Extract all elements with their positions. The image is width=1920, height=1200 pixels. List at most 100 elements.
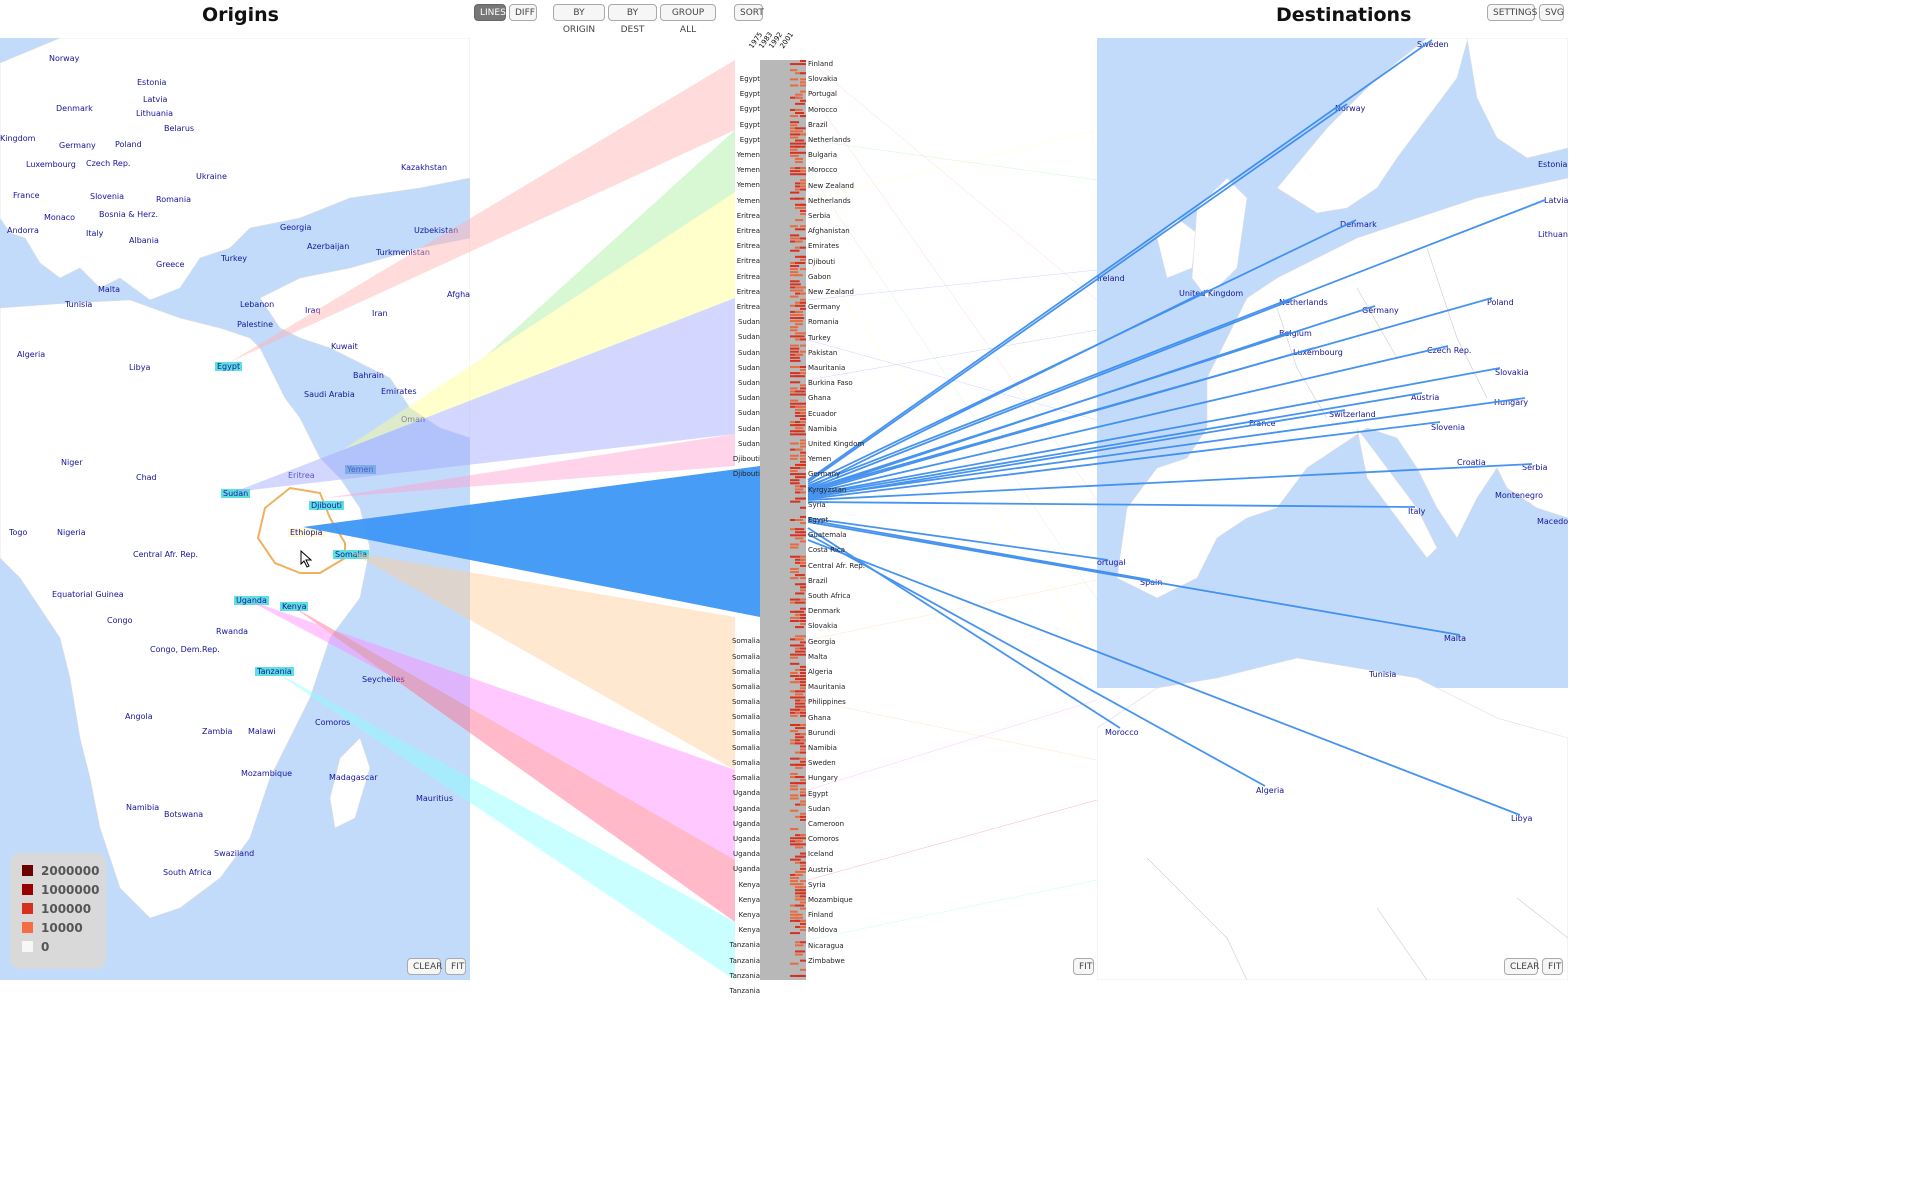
origin-row[interactable]: Eritrea xyxy=(736,303,760,311)
group-all-button[interactable]: GROUP ALL xyxy=(660,4,716,35)
dest-row[interactable]: South Africa xyxy=(808,592,851,600)
origin-row[interactable]: Sudan xyxy=(737,348,760,357)
origin-row[interactable]: Somalia xyxy=(731,728,760,737)
dest-row[interactable]: Germany xyxy=(808,470,841,479)
dest-row[interactable]: Germany xyxy=(808,303,841,312)
dest-row[interactable]: Afghanistan xyxy=(808,227,850,236)
dest-row[interactable]: Burundi xyxy=(808,728,836,737)
dest-row[interactable]: Algeria xyxy=(808,668,833,676)
origin-row[interactable]: Kenya xyxy=(738,880,760,889)
dest-row[interactable]: Syria xyxy=(808,500,826,509)
origin-row[interactable]: Somalia xyxy=(731,743,760,752)
settings-button[interactable]: SETTINGS xyxy=(1487,4,1537,21)
dest-row[interactable]: Slovakia xyxy=(808,622,838,631)
dest-row[interactable]: Turkey xyxy=(808,333,831,342)
dest-row[interactable]: Brazil xyxy=(808,120,828,129)
dest-row[interactable]: Portugal xyxy=(808,90,837,99)
origin-row[interactable]: Uganda xyxy=(732,804,760,813)
right-fit-left-button[interactable]: FIT xyxy=(1073,958,1094,975)
origin-row[interactable]: Djibouti xyxy=(732,455,760,463)
origin-row[interactable]: Somalia xyxy=(731,667,760,676)
right-clear-button[interactable]: CLEAR xyxy=(1504,958,1539,975)
by-origin-button[interactable]: BY ORIGIN xyxy=(553,4,605,35)
dest-row[interactable]: Mozambique xyxy=(808,896,853,904)
origin-row[interactable]: Somalia xyxy=(731,713,760,722)
dest-row[interactable]: Georgia xyxy=(808,637,836,646)
origin-uganda[interactable]: Uganda xyxy=(234,596,269,605)
origin-row[interactable]: Somalia xyxy=(731,683,760,691)
dest-row[interactable]: Gabon xyxy=(808,272,831,281)
origin-row[interactable]: Uganda xyxy=(732,865,760,874)
flow-matrix[interactable]: 1975 1983 1992 2001 Egypt Egypt Egypt Egypt… xyxy=(700,31,865,995)
dest-row[interactable]: Sweden xyxy=(808,759,836,768)
dest-row[interactable]: Namibia xyxy=(808,424,837,433)
dest-row[interactable]: Netherlands xyxy=(808,136,851,144)
origin-somalia[interactable]: Somalia xyxy=(333,550,370,559)
dest-row[interactable]: Philippines xyxy=(808,698,846,707)
dest-row[interactable]: Hungary xyxy=(808,774,838,783)
dest-row[interactable]: Iceland xyxy=(808,850,834,859)
dest-row[interactable]: Guatemala xyxy=(808,531,847,540)
dest-row[interactable]: New Zealand xyxy=(808,181,854,190)
origin-row[interactable]: Sudan xyxy=(737,409,760,418)
origin-egypt[interactable]: Egypt xyxy=(215,362,243,371)
origin-tanzania[interactable]: Tanzania xyxy=(255,667,294,676)
dest-row[interactable]: Nicaragua xyxy=(808,941,844,950)
left-fit-button[interactable]: FIT xyxy=(445,958,466,975)
origin-yemen[interactable]: Yemen xyxy=(345,465,376,474)
origin-row[interactable]: Yemen xyxy=(736,151,760,159)
dest-row[interactable]: Djibouti xyxy=(808,257,836,266)
dest-row[interactable]: Namibia xyxy=(808,744,837,752)
dest-row[interactable]: Denmark xyxy=(808,607,841,616)
origin-row[interactable]: Yemen xyxy=(736,181,760,190)
origin-row[interactable]: Djibouti xyxy=(732,470,760,479)
dest-row[interactable]: Kyrgyzstan xyxy=(808,485,847,494)
lines-button[interactable]: LINES xyxy=(474,4,506,21)
dest-row[interactable]: Mauritania xyxy=(808,683,846,692)
dest-row[interactable]: Costa Rica xyxy=(808,546,846,555)
origin-row[interactable]: Egypt xyxy=(739,90,760,99)
origin-eritrea[interactable]: Eritrea xyxy=(288,471,315,480)
dest-row[interactable]: Finland xyxy=(808,911,834,920)
origins-map[interactable]: Norway Estonia Latvia Denmark Lithuania Belar… xyxy=(0,38,470,980)
dest-row[interactable]: Zimbabwe xyxy=(808,956,845,965)
origin-row[interactable]: Sudan xyxy=(737,379,760,387)
origin-row[interactable]: Egypt xyxy=(739,120,760,129)
dest-row[interactable]: Morocco xyxy=(808,105,838,114)
dest-row[interactable]: Morocco xyxy=(808,166,838,175)
dest-row[interactable]: Malta xyxy=(808,652,828,661)
dest-row[interactable]: Austria xyxy=(808,865,833,874)
dest-row[interactable]: Bulgaria xyxy=(808,151,838,160)
origin-row[interactable]: Somalia xyxy=(731,759,760,767)
dest-row[interactable]: Yemen xyxy=(808,455,832,464)
origin-row[interactable]: Eritrea xyxy=(736,272,760,281)
dest-row[interactable]: Netherlands xyxy=(808,196,851,205)
dest-row[interactable]: Ghana xyxy=(808,394,831,403)
origin-row[interactable]: Yemen xyxy=(736,166,760,175)
origin-row[interactable]: Eritrea xyxy=(736,287,760,296)
origin-kenya[interactable]: Kenya xyxy=(280,602,309,611)
by-dest-button[interactable]: BY DEST xyxy=(608,4,657,35)
origin-row[interactable]: Somalia xyxy=(731,652,760,661)
dest-row[interactable]: Slovakia xyxy=(808,75,838,84)
left-clear-button[interactable]: CLEAR xyxy=(407,958,442,975)
origin-row[interactable]: Uganda xyxy=(732,835,760,843)
origin-sudan[interactable]: Sudan xyxy=(221,489,251,498)
origin-row[interactable]: Tanzania xyxy=(729,971,760,980)
dest-row[interactable]: Burkina Faso xyxy=(808,379,853,388)
origin-row[interactable]: Somalia xyxy=(731,774,760,783)
origin-row[interactable]: Sudan xyxy=(737,424,760,433)
origin-row[interactable]: Sudan xyxy=(737,333,760,342)
origin-row[interactable]: Eritrea xyxy=(736,211,760,220)
origin-row[interactable]: Tanzania xyxy=(729,987,760,995)
dest-row[interactable]: Emirates xyxy=(808,242,840,251)
dest-row[interactable]: Finland xyxy=(808,60,834,68)
origin-row[interactable]: Eritrea xyxy=(736,257,760,266)
dest-row[interactable]: Moldova xyxy=(808,926,838,935)
origin-row[interactable]: Eritrea xyxy=(736,227,760,235)
origin-row[interactable]: Sudan xyxy=(737,439,760,448)
dest-row[interactable]: Sudan xyxy=(808,804,831,813)
dest-row[interactable]: United Kingdom xyxy=(808,440,865,448)
dest-row[interactable]: Ghana xyxy=(808,713,831,722)
right-fit-button[interactable]: FIT xyxy=(1542,958,1563,975)
